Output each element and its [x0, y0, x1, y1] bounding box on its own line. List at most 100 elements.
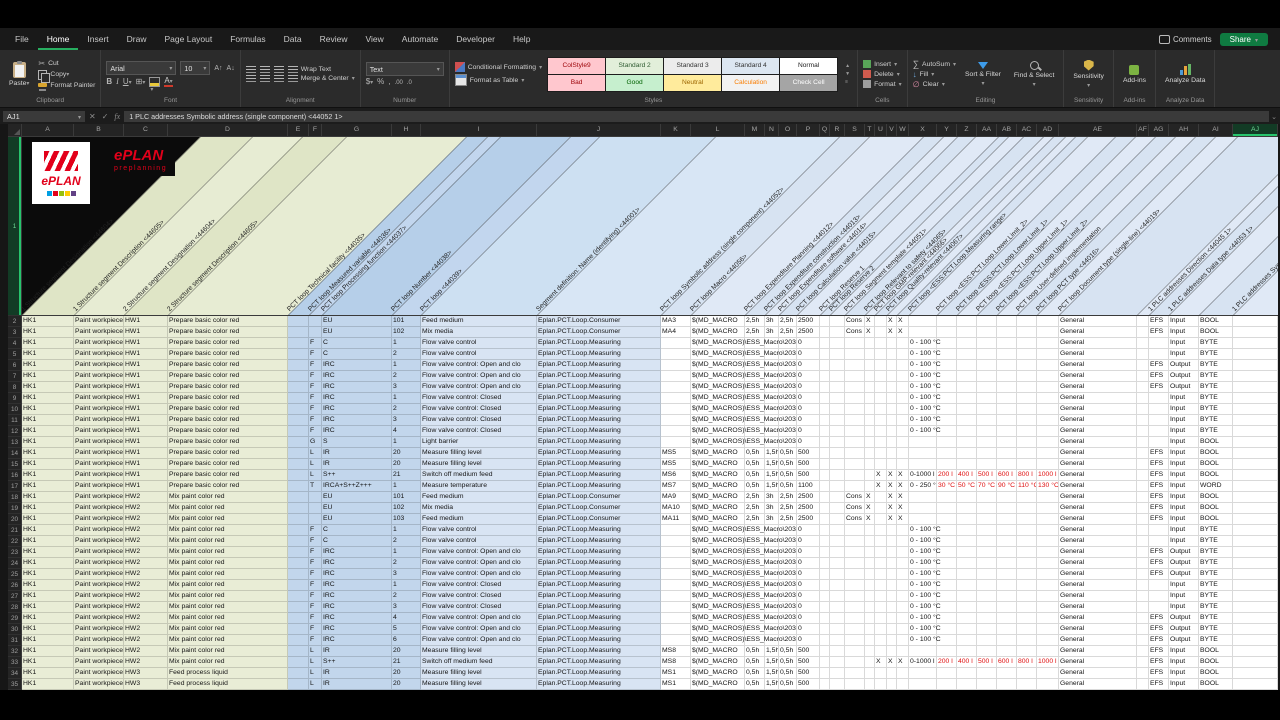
cell[interactable]: [1233, 481, 1278, 492]
cell[interactable]: Eplan.PCT.Loop.Measuring: [537, 481, 661, 492]
find-select-button[interactable]: Find & Select: [1010, 60, 1058, 89]
cell[interactable]: [977, 437, 997, 448]
row-header-19[interactable]: 19: [8, 503, 22, 514]
cell[interactable]: [288, 536, 309, 547]
cell[interactable]: Paint workpiece: [74, 514, 124, 525]
cell[interactable]: General: [1059, 657, 1137, 668]
cell[interactable]: [957, 536, 977, 547]
font-size-select[interactable]: 10: [180, 61, 210, 75]
cell[interactable]: BYTE: [1199, 393, 1233, 404]
cell[interactable]: [820, 569, 830, 580]
name-box-dropdown-icon[interactable]: [78, 112, 81, 121]
cell[interactable]: EFS: [1149, 492, 1169, 503]
cell[interactable]: EFS: [1149, 569, 1169, 580]
cell[interactable]: HW2: [124, 558, 168, 569]
cell[interactable]: 0: [797, 547, 820, 558]
cell[interactable]: BOOL: [1199, 514, 1233, 525]
cell[interactable]: 21: [392, 470, 421, 481]
cell[interactable]: [887, 426, 897, 437]
cell[interactable]: General: [1059, 415, 1137, 426]
cell[interactable]: 2,5h: [779, 492, 797, 503]
row-header-1[interactable]: 1: [8, 137, 22, 316]
cell[interactable]: 1: [392, 393, 421, 404]
cell[interactable]: F: [309, 580, 322, 591]
cell[interactable]: 2500: [797, 503, 820, 514]
cell[interactable]: [897, 591, 909, 602]
cell[interactable]: [1137, 580, 1149, 591]
cell[interactable]: 0,5h: [745, 481, 765, 492]
cell[interactable]: IRC: [322, 569, 392, 580]
cell[interactable]: [661, 525, 691, 536]
cell[interactable]: L: [309, 668, 322, 679]
tab-automate[interactable]: Automate: [393, 28, 447, 50]
cell[interactable]: Input: [1169, 327, 1199, 338]
row-header-15[interactable]: 15: [8, 459, 22, 470]
cell[interactable]: 4: [392, 613, 421, 624]
name-box[interactable]: AJ1: [3, 111, 85, 122]
formula-bar-expand-icon[interactable]: ⌄: [1271, 113, 1277, 121]
cell[interactable]: Mix paint color red: [168, 492, 288, 503]
cell[interactable]: [977, 514, 997, 525]
cell[interactable]: [997, 514, 1017, 525]
cell[interactable]: [1037, 580, 1059, 591]
cell[interactable]: $(MD_MACROS)\ESS_Macro\203: [691, 580, 745, 591]
cell[interactable]: [830, 635, 845, 646]
cell[interactable]: Eplan.PCT.Loop.Measuring: [537, 525, 661, 536]
cell[interactable]: [1137, 437, 1149, 448]
cell[interactable]: HW2: [124, 503, 168, 514]
cell[interactable]: [897, 624, 909, 635]
cell[interactable]: EFS: [1149, 646, 1169, 657]
cell[interactable]: 0 - 100 °C: [909, 404, 937, 415]
cell[interactable]: IR: [322, 679, 392, 690]
cell[interactable]: [1233, 437, 1278, 448]
cell[interactable]: EFS: [1149, 668, 1169, 679]
cell[interactable]: 600 l: [997, 657, 1017, 668]
cell[interactable]: X: [897, 514, 909, 525]
cell[interactable]: X: [897, 657, 909, 668]
cell[interactable]: [897, 338, 909, 349]
cell[interactable]: [288, 580, 309, 591]
cell[interactable]: [957, 371, 977, 382]
cell[interactable]: [820, 613, 830, 624]
align-left-icon[interactable]: [246, 75, 256, 76]
cell[interactable]: 0,5h: [745, 470, 765, 481]
column-header-AG[interactable]: AG: [1149, 124, 1169, 137]
column-header-E[interactable]: E: [288, 124, 309, 137]
cell[interactable]: [1233, 646, 1278, 657]
cell[interactable]: Prepare basic color red: [168, 316, 288, 327]
cell[interactable]: [288, 382, 309, 393]
cell[interactable]: 0,5h: [779, 481, 797, 492]
cell[interactable]: [997, 624, 1017, 635]
cell[interactable]: 90 °C: [997, 481, 1017, 492]
cell[interactable]: Mix paint color red: [168, 525, 288, 536]
cell[interactable]: [288, 404, 309, 415]
cell[interactable]: F: [309, 536, 322, 547]
cell[interactable]: [820, 448, 830, 459]
cell[interactable]: [875, 437, 887, 448]
cell[interactable]: HW3: [124, 679, 168, 690]
cell[interactable]: EFS: [1149, 459, 1169, 470]
cell[interactable]: Paint workpiece: [74, 360, 124, 371]
cell[interactable]: [997, 349, 1017, 360]
cell[interactable]: EU: [322, 503, 392, 514]
cell[interactable]: [288, 316, 309, 327]
cell[interactable]: [897, 349, 909, 360]
cell[interactable]: BYTE: [1199, 591, 1233, 602]
cell[interactable]: 1,5h: [765, 657, 779, 668]
cell[interactable]: [1137, 525, 1149, 536]
cell[interactable]: [1137, 404, 1149, 415]
cell[interactable]: [1137, 492, 1149, 503]
column-header-B[interactable]: B: [74, 124, 124, 137]
cell-style-standard-4[interactable]: Standard 4: [722, 58, 779, 74]
cell[interactable]: [830, 393, 845, 404]
column-header-R[interactable]: R: [830, 124, 845, 137]
cell[interactable]: General: [1059, 569, 1137, 580]
cell[interactable]: [875, 327, 887, 338]
cell[interactable]: Feed process liquid: [168, 668, 288, 679]
cell[interactable]: HK1: [22, 613, 74, 624]
cell[interactable]: [1017, 646, 1037, 657]
cell[interactable]: BYTE: [1199, 613, 1233, 624]
cell[interactable]: C: [322, 525, 392, 536]
cell[interactable]: [1017, 525, 1037, 536]
cell[interactable]: [909, 679, 937, 690]
